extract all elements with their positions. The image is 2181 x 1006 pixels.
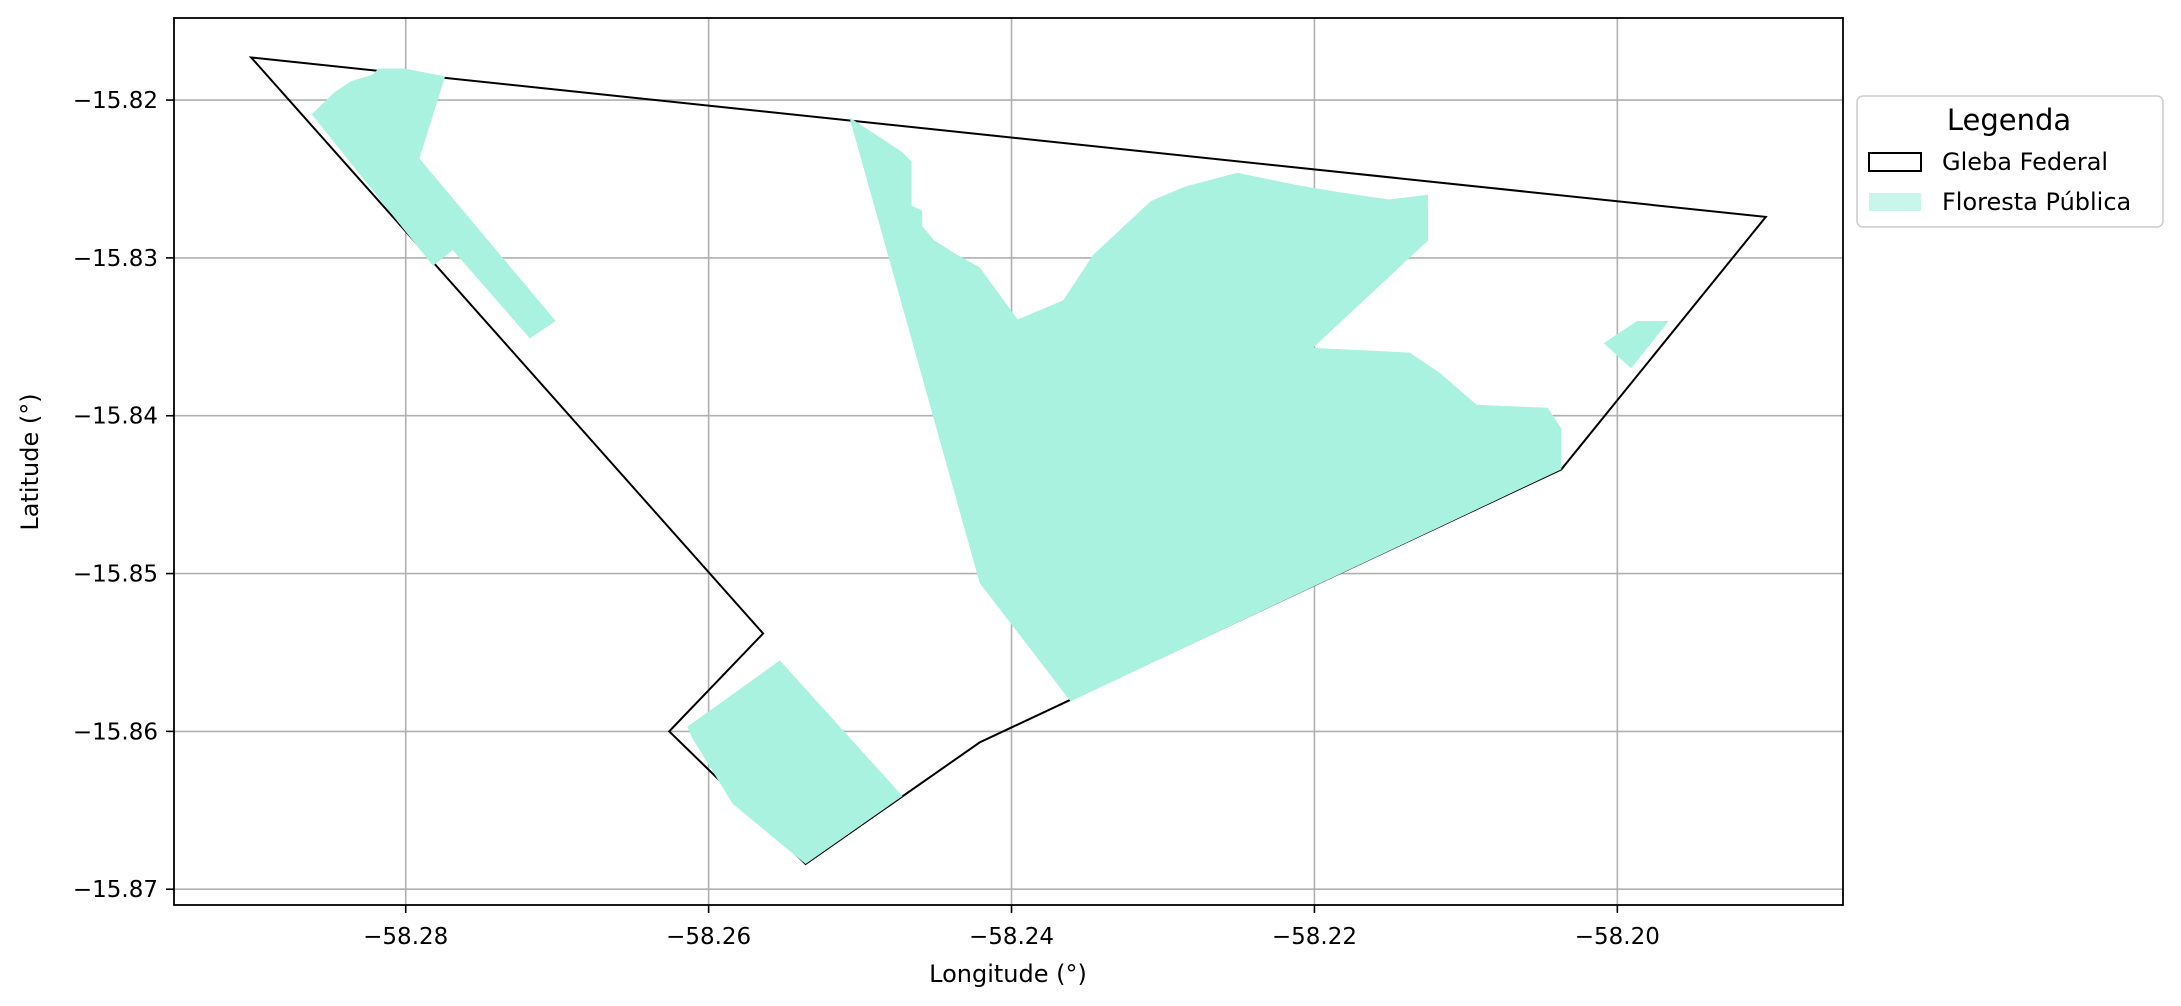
x-tick-label-4: −58.20	[1575, 924, 1660, 950]
y-tick-label-3: −15.85	[73, 562, 158, 588]
y-axis-label: Latitude (°)	[16, 393, 44, 530]
x-axis-ticks: −58.28 −58.26 −58.24 −58.22 −58.20	[363, 905, 1660, 950]
y-tick-label-1: −15.83	[73, 246, 158, 272]
y-axis-ticks: −15.82 −15.83 −15.84 −15.85 −15.86 −15.87	[73, 88, 174, 903]
gleba-federal-polygon-0	[248, 56, 1768, 866]
legend-label-gleba-federal: Gleba Federal	[1942, 148, 2108, 176]
x-axis-label: Longitude (°)	[929, 960, 1087, 988]
floresta-p-blica-polygon-1	[849, 117, 1562, 702]
floresta-p-blica-polygon-0	[311, 68, 556, 339]
x-tick-label-1: −58.26	[666, 924, 751, 950]
plot-frame	[173, 17, 1844, 906]
y-tick-label-2: −15.84	[73, 404, 158, 430]
y-tick-label-4: −15.86	[73, 719, 158, 745]
legend-title: Legenda	[1947, 103, 2071, 137]
legend: Legenda Gleba Federal Floresta Pública	[1856, 95, 2164, 228]
x-tick-label-2: −58.24	[969, 924, 1054, 950]
legend-box	[1856, 95, 2164, 228]
y-tick-label-0: −15.82	[73, 88, 158, 114]
legend-swatch-floresta-publica	[1869, 193, 1921, 211]
layer-floresta-p-blica	[311, 68, 1669, 864]
floresta-p-blica-polygon-3	[1603, 321, 1669, 369]
legend-swatch-gleba-federal	[1868, 152, 1922, 172]
x-tick-label-0: −58.28	[363, 924, 448, 950]
layer-gleba-federal	[248, 56, 1768, 866]
floresta-p-blica-polygon-2	[687, 660, 903, 864]
x-tick-label-3: −58.22	[1272, 924, 1357, 950]
map-layers	[248, 56, 1768, 866]
y-tick-label-5: −15.87	[73, 877, 158, 903]
legend-label-floresta-publica: Floresta Pública	[1942, 188, 2131, 216]
